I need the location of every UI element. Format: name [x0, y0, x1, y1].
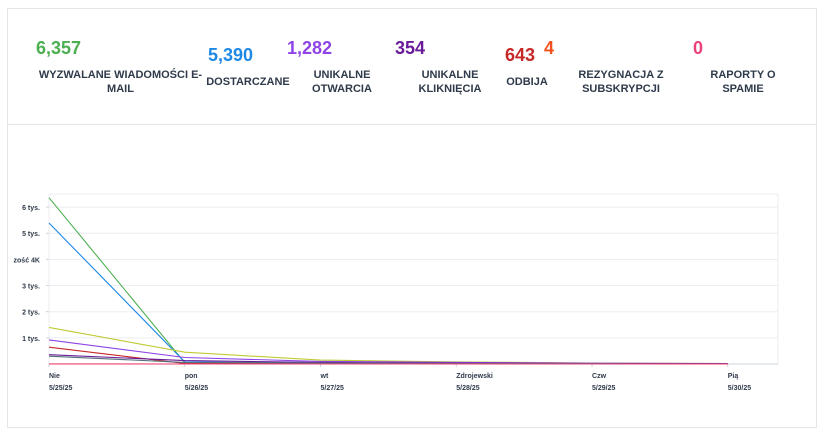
stat-spam-reports-value: 0	[693, 38, 704, 58]
stat-unique-opens-label: UNIKALNE OTWARCIA	[312, 69, 372, 95]
stat-triggered-value: 6,357	[36, 38, 82, 58]
chart-area: 1 tys. 2 tys. 3 tys. zość 4K 5 tys. 6 tys. Nie…	[8, 124, 816, 427]
stat-bounces[interactable]: 643 ODBIJA	[498, 9, 558, 119]
stat-spam-reports-label: RAPORTY O SPAMIE	[710, 69, 776, 95]
y-tick-label: 5 tys.	[22, 231, 40, 238]
stat-unique-clicks[interactable]: 354 UNIKALNE KLIKNIĘCIA	[393, 9, 503, 119]
stat-unique-clicks-label: UNIKALNE KLIKNIĘCIA	[418, 69, 482, 95]
stat-bounces-label: ODBIJA	[506, 76, 548, 88]
series-line	[48, 339, 728, 365]
x-tick-date-label: 5/30/25	[728, 385, 751, 392]
x-tick-date-label: 5/29/25	[592, 385, 615, 392]
stat-delivered[interactable]: 5,390 DOSTARCZANE	[203, 9, 293, 119]
x-tick-day-label: Pią	[728, 373, 739, 380]
series-line	[48, 326, 728, 365]
stat-unsubscribes-value: 4	[544, 38, 555, 58]
x-tick-date-label: 5/28/25	[456, 385, 479, 392]
plot-frame	[48, 193, 779, 365]
x-tick-day-label: Zdrojewski	[456, 373, 493, 380]
series-line	[48, 354, 728, 365]
email-stats-panel: 6,357 WYZWALANE WIADOMOŚCI E-MAIL 5,390 …	[7, 8, 817, 428]
stat-triggered-label: WYZWALANE WIADOMOŚCI E-MAIL	[38, 69, 203, 95]
stat-unique-opens[interactable]: 1,282 UNIKALNE OTWARCIA	[283, 9, 393, 119]
stat-triggered[interactable]: 6,357 WYZWALANE WIADOMOŚCI E-MAIL	[8, 9, 208, 119]
x-tick-date-label: 5/26/25	[185, 385, 208, 392]
x-tick-day-label: Czw	[592, 373, 607, 380]
x-tick-date-label: 5/25/25	[49, 385, 72, 392]
stat-unique-opens-value: 1,282	[287, 38, 333, 58]
stats-summary: 6,357 WYZWALANE WIADOMOŚCI E-MAIL 5,390 …	[8, 9, 816, 125]
y-tick-label: 3 tys.	[22, 284, 40, 291]
stat-spam-reports[interactable]: 0 RAPORTY O SPAMIE	[678, 9, 808, 119]
series-line	[48, 222, 728, 365]
x-tick-date-label: 5/27/25	[321, 385, 344, 392]
y-tick-label: 1 tys.	[22, 336, 40, 343]
series-line	[48, 197, 728, 365]
stat-unsubscribes[interactable]: 4 REZYGNACJA Z SUBSKRYPCJI	[538, 9, 678, 119]
line-chart: 1 tys. 2 tys. 3 tys. zość 4K 5 tys. 6 tys. Nie…	[14, 193, 779, 392]
x-tick-day-label: pon	[185, 373, 198, 380]
x-tick-day-label: wt	[320, 373, 329, 380]
stat-unsubscribes-label: REZYGNACJA Z SUBSKRYPCJI	[578, 69, 664, 95]
y-tick-label: 6 tys.	[22, 205, 40, 212]
stat-delivered-value: 5,390	[208, 45, 254, 65]
stat-delivered-label: DOSTARCZANE	[206, 76, 290, 88]
x-tick-day-label: Nie	[49, 373, 60, 380]
y-tick-label: zość 4K	[14, 257, 40, 264]
y-tick-label: 2 tys.	[22, 310, 40, 317]
stat-unique-clicks-value: 354	[395, 38, 426, 58]
stat-bounces-value: 643	[505, 45, 536, 65]
